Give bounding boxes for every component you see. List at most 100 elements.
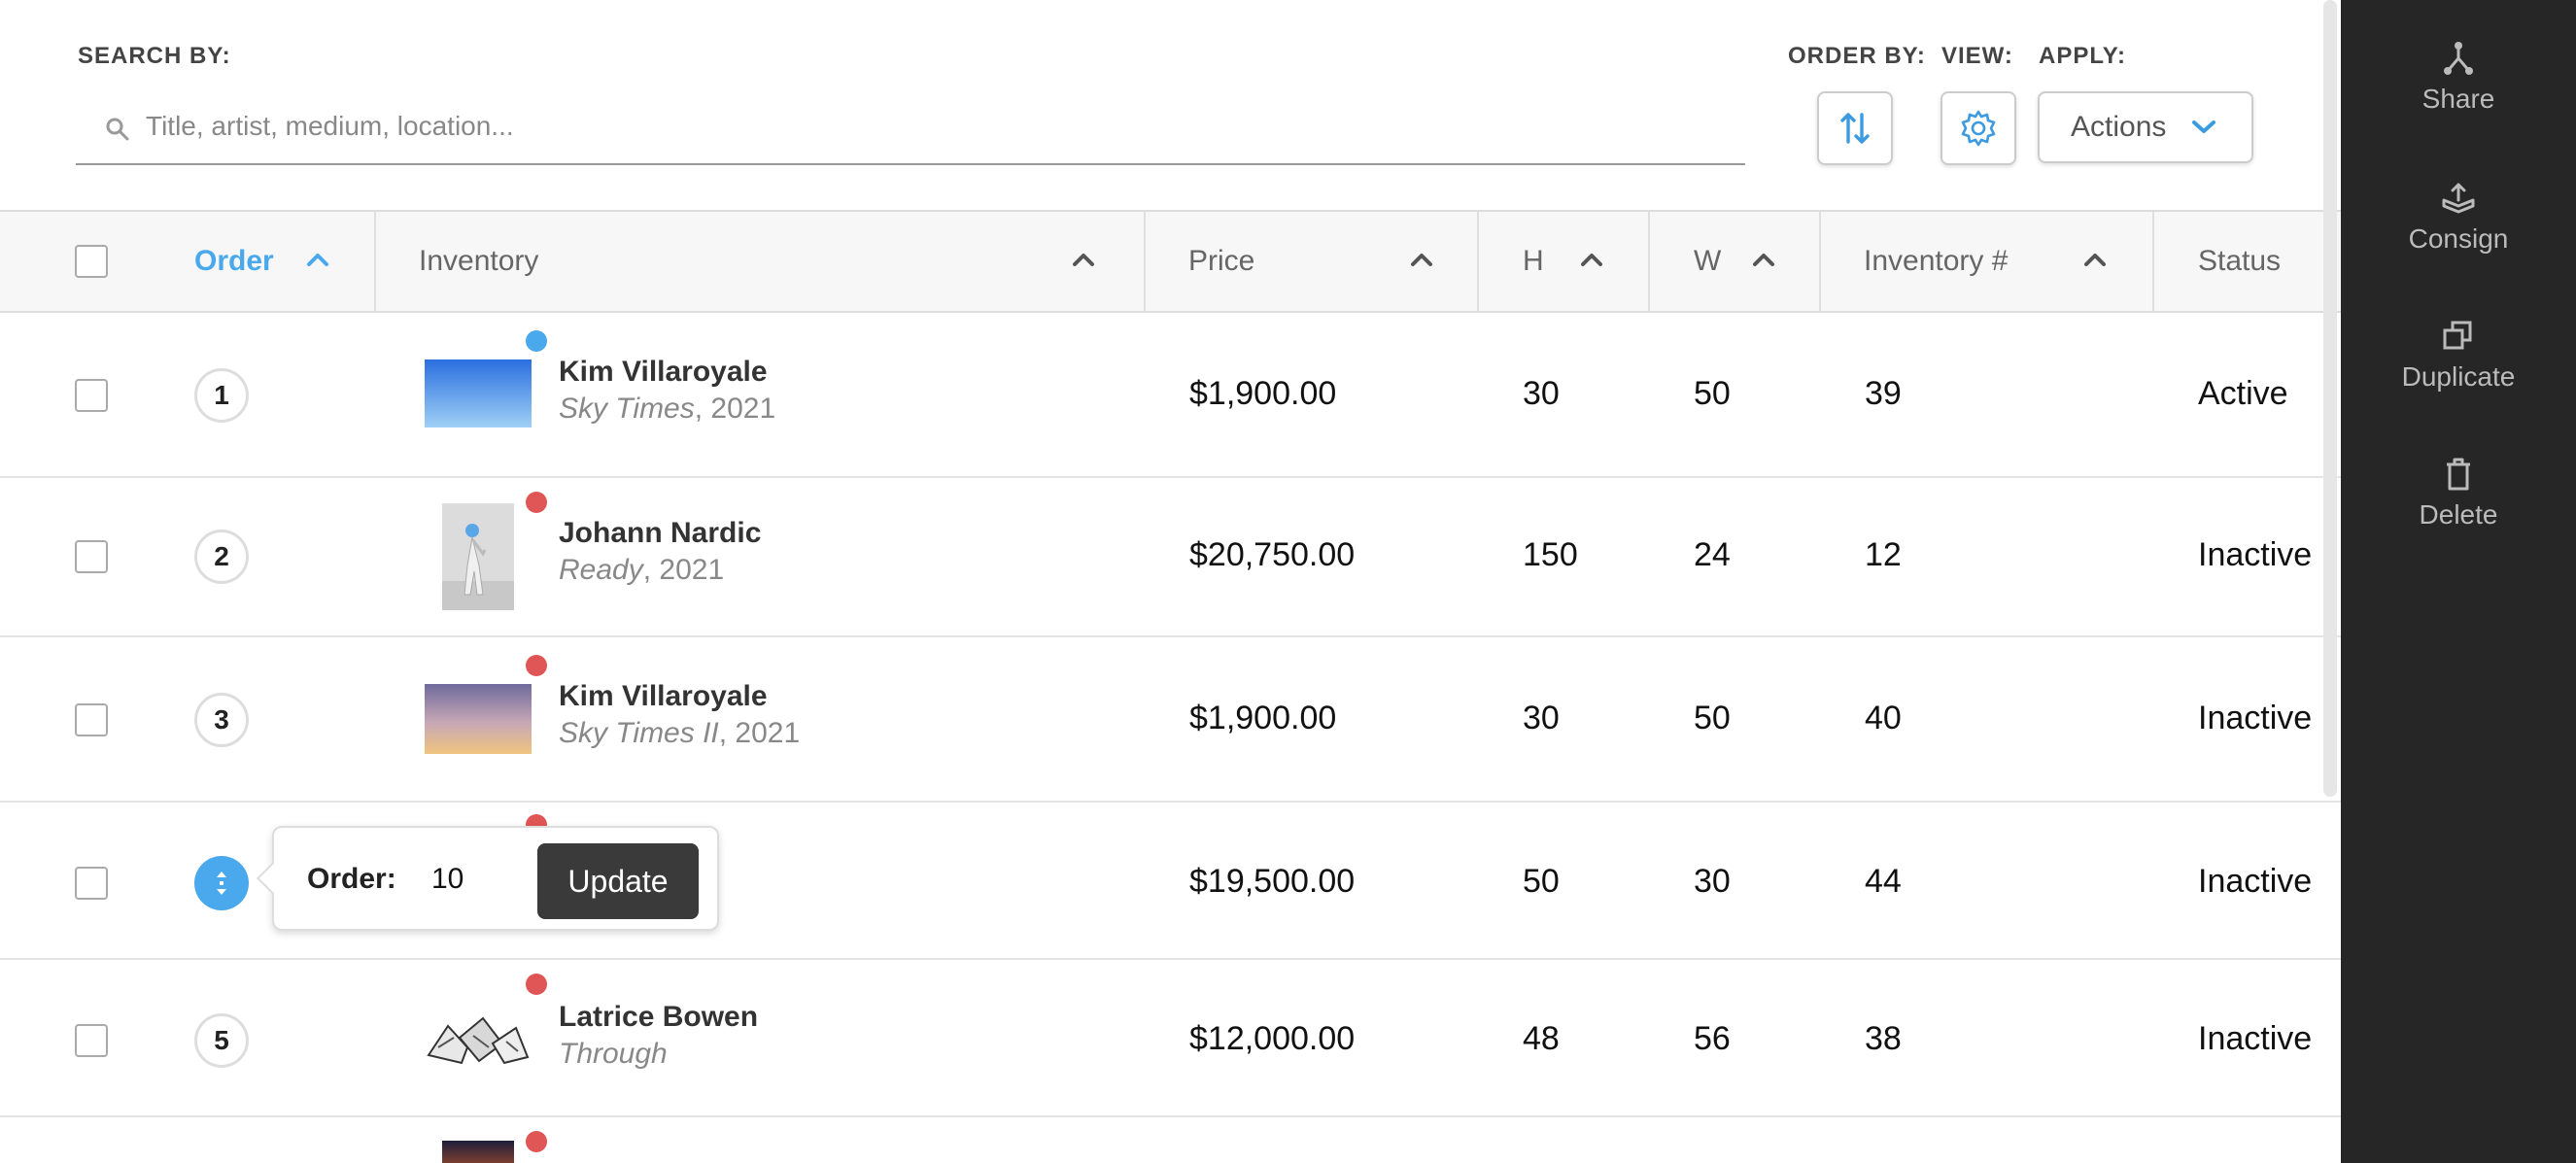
artwork-thumbnail [442,503,514,610]
share-button[interactable]: Share [2341,35,2576,152]
artist-name: Kim Villaroyale [559,680,768,712]
search-input[interactable] [146,107,1700,146]
inventory-number-cell: 12 [1865,536,1902,573]
scrollbar[interactable] [2323,0,2337,797]
update-button[interactable]: Update [537,843,699,919]
status-cell: Inactive [2198,1020,2313,1057]
order-input[interactable] [431,855,529,904]
artwork-thumbnail [442,1141,514,1163]
height-cell: 30 [1523,375,1560,412]
sort-asc-icon[interactable] [1577,245,1606,274]
table-row[interactable] [0,1117,2341,1163]
status-dot [526,330,547,352]
select-all-checkbox[interactable] [75,245,108,278]
status-cell: Inactive [2198,863,2313,900]
action-sidebar: Share Consign Duplicate Delete [2341,0,2576,1163]
inventory-number-cell: 39 [1865,375,1902,412]
sort-asc-icon[interactable] [1749,245,1778,274]
view-label: VIEW: [1941,43,2013,69]
sort-asc-icon[interactable] [1407,245,1436,274]
status-dot [526,1131,547,1152]
consign-icon [2442,183,2475,214]
order-number-badge[interactable]: 5 [194,1013,249,1068]
order-by-label: ORDER BY: [1788,43,1926,69]
column-header-w[interactable]: W [1694,245,1722,277]
row-checkbox[interactable] [75,540,108,573]
sort-icon [1840,113,1870,144]
artist-name: Johann Nardic [559,517,762,549]
reorder-icon [217,872,226,895]
column-header-h[interactable]: H [1523,245,1544,277]
view-settings-button[interactable] [1941,91,2016,165]
consign-label: Consign [2408,223,2509,254]
width-cell: 50 [1694,700,1731,736]
order-popover: Order: Update [257,826,719,931]
column-header-price[interactable]: Price [1188,245,1255,277]
column-header-status[interactable]: Status [2198,245,2282,277]
status-cell: Inactive [2198,700,2313,736]
row-checkbox[interactable] [75,703,108,736]
height-cell: 50 [1523,863,1560,900]
price-cell: $20,750.00 [1189,536,1356,573]
actions-label: Actions [2071,111,2167,143]
gear-icon [1961,110,1996,147]
inventory-number-cell: 38 [1865,1020,1902,1057]
price-cell: $1,900.00 [1189,375,1337,412]
sort-asc-icon[interactable] [2080,245,2110,274]
table-row[interactable]: 5 Latrice Bowen Through $12,000.00 48 56… [0,960,2341,1117]
table-row[interactable]: 3 Kim Villaroyale Sky Times II, 2021 $1,… [0,637,2341,803]
search-icon [106,118,129,141]
artwork-thumbnail [425,1009,532,1071]
table-row[interactable]: 1 Kim Villaroyale Sky Times, 2021 $1,900… [0,315,2341,478]
column-header-inventory[interactable]: Inventory [419,245,539,277]
artist-name: Latrice Bowen [559,1001,759,1033]
width-cell: 56 [1694,1020,1731,1057]
apply-label: APPLY: [2039,43,2127,69]
row-checkbox[interactable] [75,379,108,412]
duplicate-button[interactable]: Duplicate [2341,313,2576,429]
width-cell: 30 [1694,863,1731,900]
drag-handle-button[interactable] [194,856,249,910]
inventory-number-cell: 44 [1865,863,1902,900]
duplicate-label: Duplicate [2401,361,2516,392]
status-cell: Inactive [2198,536,2313,573]
search-by-label: SEARCH BY: [78,43,231,69]
order-number-badge[interactable]: 1 [194,368,249,423]
table-row[interactable]: 2 Johann Nardic Ready, 2021 $20,750.00 1… [0,478,2341,637]
height-cell: 48 [1523,1020,1560,1057]
share-label: Share [2421,84,2495,114]
delete-label: Delete [2419,499,2498,530]
consign-button[interactable]: Consign [2341,175,2576,291]
artwork-title: Through [559,1038,668,1070]
width-cell: 24 [1694,536,1731,573]
actions-dropdown[interactable]: Actions [2038,91,2253,163]
artist-name: Kim Villaroyale [559,356,768,388]
order-popover-label: Order: [307,863,396,895]
sort-asc-icon[interactable] [303,245,332,274]
artwork-title: Sky Times II, 2021 [559,717,801,749]
main-panel: SEARCH BY: ORDER BY: VIEW: APPLY: Action… [0,0,2341,1163]
row-checkbox[interactable] [75,867,108,900]
column-header-order[interactable]: Order [194,245,274,277]
status-dot [526,655,547,676]
table-header: Order Inventory Price H W Inventory # St… [0,210,2341,313]
order-by-button[interactable] [1817,91,1893,165]
artwork-title: Ready, 2021 [559,554,725,586]
price-cell: $19,500.00 [1189,863,1356,900]
delete-button[interactable]: Delete [2341,451,2576,567]
status-cell: Active [2198,375,2288,412]
row-checkbox[interactable] [75,1024,108,1057]
status-dot [526,974,547,995]
inventory-number-cell: 40 [1865,700,1902,736]
height-cell: 150 [1523,536,1578,573]
duplicate-icon [2443,321,2472,350]
order-number-badge[interactable]: 2 [194,530,249,584]
column-header-inventory-number[interactable]: Inventory # [1864,245,2009,277]
search-bar [76,93,1745,165]
share-icon [2444,42,2473,75]
width-cell: 50 [1694,375,1731,412]
order-number-badge[interactable]: 3 [194,693,249,747]
chevron-down-icon [2192,120,2216,133]
sort-asc-icon[interactable] [1069,245,1098,274]
price-cell: $12,000.00 [1189,1020,1356,1057]
